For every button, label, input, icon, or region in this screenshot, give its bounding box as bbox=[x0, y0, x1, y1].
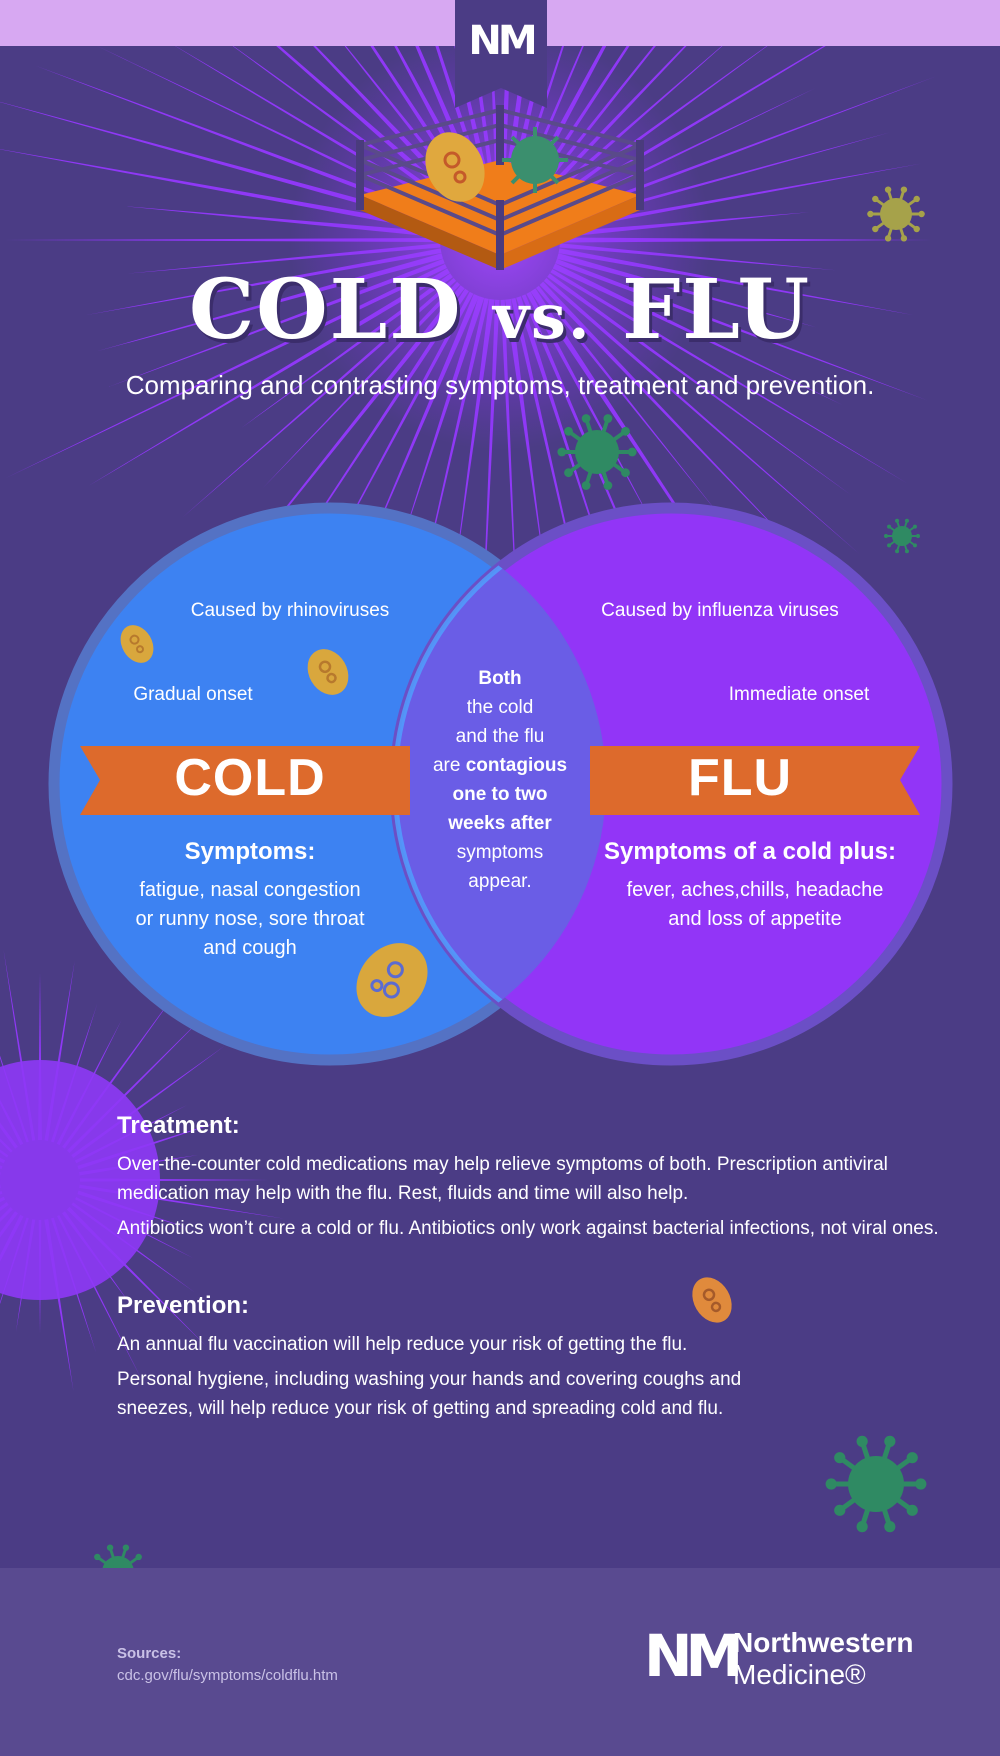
cold-cause: Caused by rhinoviruses bbox=[190, 600, 390, 621]
germ-icon bbox=[692, 1277, 732, 1323]
flu-symptom-line: and loss of appetite bbox=[668, 908, 842, 930]
title-cold: COLD bbox=[188, 262, 463, 358]
prevention-section: Prevention: An annual flu vaccination wi… bbox=[117, 1292, 817, 1429]
cold-symptom-line: and cough bbox=[203, 937, 297, 959]
germ-icon bbox=[356, 943, 428, 1017]
treatment-paragraph: Over-the-counter cold medications may he… bbox=[117, 1154, 888, 1204]
flu-cause: Caused by influenza viruses bbox=[601, 600, 839, 621]
germ-icon bbox=[120, 625, 154, 663]
treatment-heading: Treatment: bbox=[117, 1112, 240, 1139]
both-emphasis: one to two bbox=[452, 784, 548, 805]
treatment-section: Treatment: Over-the-counter cold medicat… bbox=[117, 1112, 957, 1249]
nm-logo-top: NM bbox=[468, 18, 537, 64]
prevention-paragraph: Personal hygiene, including washing your… bbox=[117, 1369, 742, 1419]
virus-icon bbox=[884, 518, 920, 554]
both-line: the cold bbox=[466, 697, 534, 718]
virus-icon bbox=[867, 186, 925, 242]
germ-icon bbox=[307, 649, 349, 695]
brand-name-line1: Northwestern bbox=[733, 1627, 914, 1658]
both-line: symptoms bbox=[456, 842, 544, 863]
overlap-region bbox=[395, 508, 606, 1060]
flu-virus-icon bbox=[502, 127, 568, 193]
page-subtitle: Comparing and contrasting symptoms, trea… bbox=[125, 370, 875, 400]
prevention-heading: Prevention: bbox=[117, 1292, 250, 1319]
logo-tab bbox=[455, 0, 547, 108]
cold-symptom-line: or runny nose, sore throat bbox=[135, 908, 365, 930]
flu-onset: Immediate onset bbox=[728, 684, 870, 705]
virus-icon bbox=[557, 414, 637, 490]
virus-icon bbox=[825, 1435, 927, 1533]
nm-logo-mark: NM bbox=[644, 1622, 743, 1690]
sources-link[interactable]: cdc.gov/flu/symptoms/coldflu.htm bbox=[117, 1667, 338, 1684]
sources-label: Sources: bbox=[117, 1645, 182, 1662]
flu-symptoms-list: fever, aches,chills, headache and loss o… bbox=[610, 876, 900, 934]
both-line: and the flu bbox=[455, 726, 545, 747]
cold-symptoms-heading: Symptoms: bbox=[184, 838, 316, 865]
page-title: COLD vs. FLU bbox=[0, 262, 1000, 358]
flu-symptoms-heading: Symptoms of a cold plus: bbox=[603, 838, 897, 865]
prevention-paragraph: An annual flu vaccination will help redu… bbox=[117, 1334, 688, 1355]
flu-banner bbox=[590, 746, 920, 815]
boxing-ring-illustration bbox=[356, 105, 644, 270]
brand-name-line2: Medicine® bbox=[733, 1659, 866, 1690]
title-vs: vs. bbox=[493, 280, 592, 353]
title-flu: FLU bbox=[622, 262, 811, 358]
footer bbox=[0, 1568, 1000, 1756]
both-line: appear. bbox=[468, 871, 532, 892]
both-heading: Both bbox=[478, 668, 522, 689]
both-emphasis: weeks after bbox=[448, 813, 552, 834]
cold-label: COLD bbox=[174, 749, 326, 807]
flu-symptom-line: fever, aches,chills, headache bbox=[626, 879, 884, 901]
flu-label: FLU bbox=[687, 749, 793, 807]
both-contagious-text: Both the cold and the flu are contagious… bbox=[405, 664, 595, 896]
cold-onset: Gradual onset bbox=[133, 684, 253, 705]
venn-diagram bbox=[48, 502, 953, 1066]
cold-symptoms-list: fatigue, nasal congestion or runny nose,… bbox=[120, 876, 380, 963]
both-line: are bbox=[432, 755, 466, 776]
both-emphasis: contagious bbox=[465, 755, 568, 776]
cold-germ-icon bbox=[425, 132, 485, 202]
cold-banner bbox=[80, 746, 410, 815]
cold-symptom-line: fatigue, nasal congestion bbox=[139, 879, 361, 901]
treatment-paragraph: Antibiotics won’t cure a cold or flu. An… bbox=[117, 1218, 939, 1239]
